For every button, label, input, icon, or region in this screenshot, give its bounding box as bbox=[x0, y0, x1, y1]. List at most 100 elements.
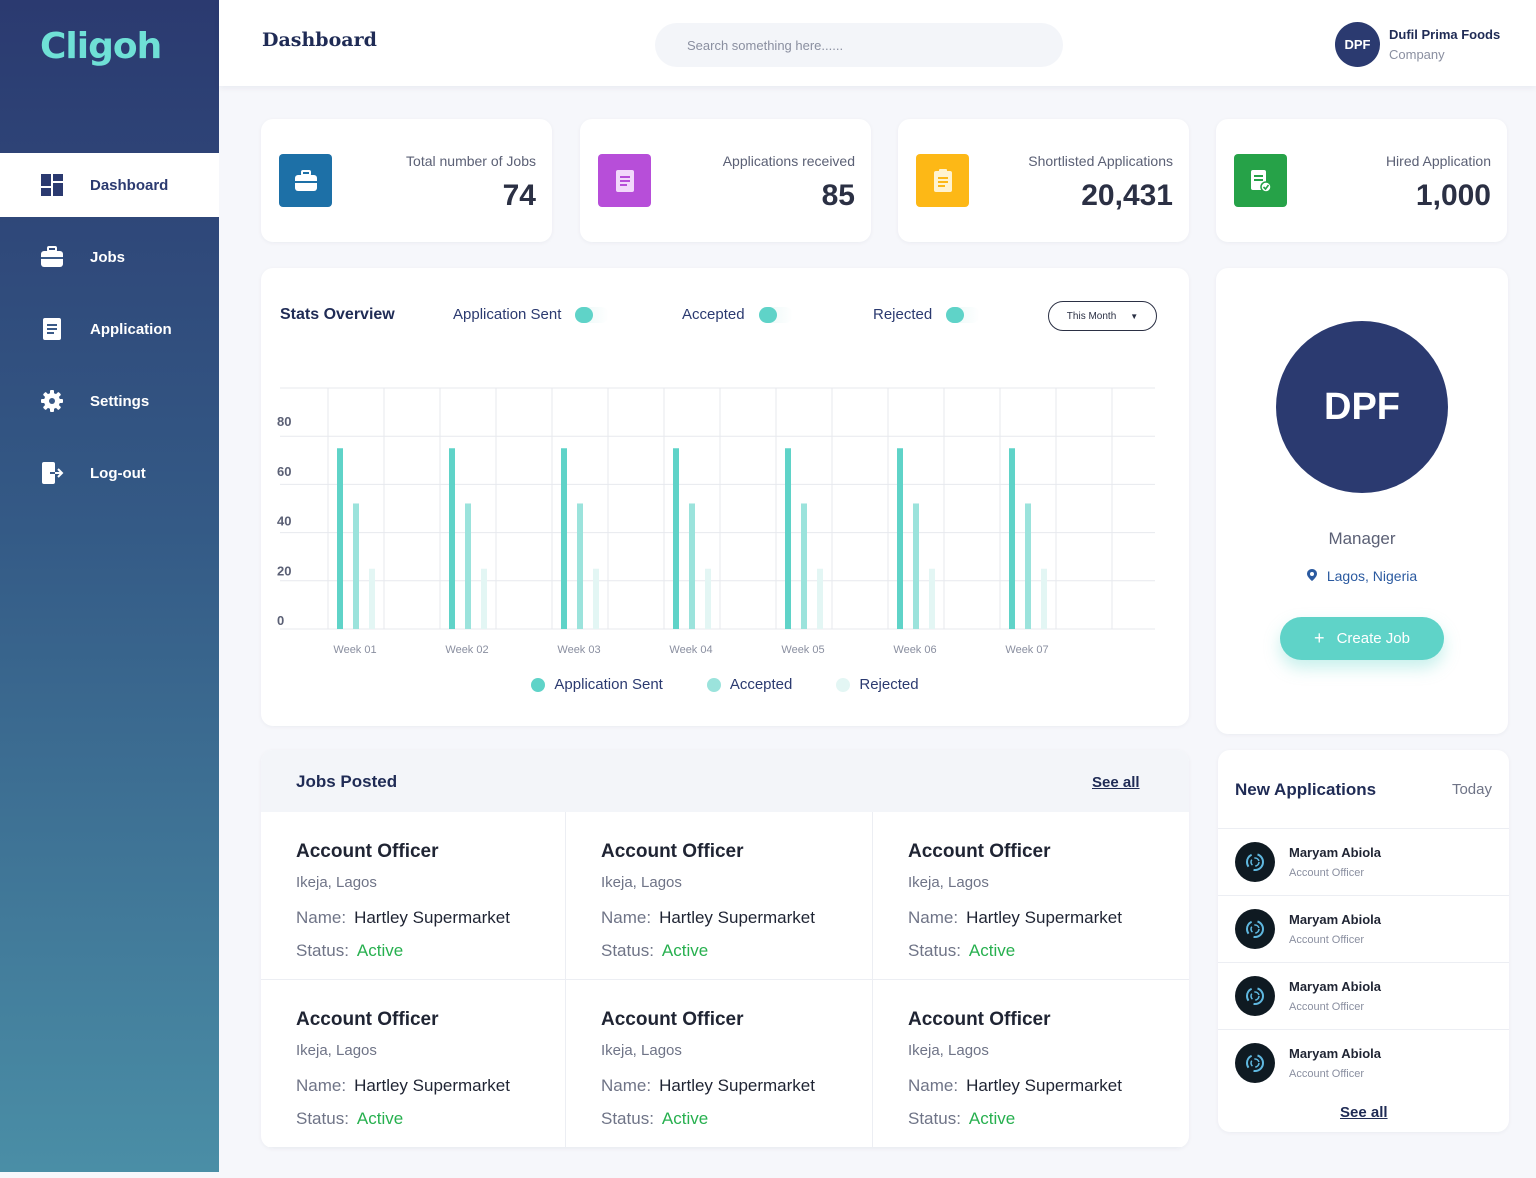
sidebar-nav: Dashboard Jobs Application Settings Log-… bbox=[0, 153, 219, 513]
application-row[interactable]: Maryam Abiola Account Officer bbox=[1218, 895, 1509, 962]
create-job-button[interactable]: + Create Job bbox=[1280, 617, 1444, 660]
bar-rejected bbox=[1041, 568, 1047, 629]
location-text: Lagos, Nigeria bbox=[1326, 568, 1418, 584]
status-badge: Active bbox=[356, 941, 404, 960]
job-card[interactable]: Account Officer Ikeja, Lagos Name: Hartley … bbox=[873, 812, 1189, 980]
application-row[interactable]: Maryam Abiola Account Officer bbox=[1218, 962, 1509, 1029]
period-dropdown[interactable]: This Month ▼ bbox=[1048, 301, 1157, 331]
job-title: Account Officer bbox=[601, 1009, 744, 1030]
x-tick-label: Week 06 bbox=[893, 644, 936, 656]
avatar bbox=[1235, 842, 1275, 882]
stat-card-total-jobs: Total number of Jobs 74 bbox=[261, 119, 552, 242]
bar-application-sent bbox=[1009, 448, 1015, 629]
toggle-switch[interactable] bbox=[575, 306, 610, 323]
bar-application-sent bbox=[561, 448, 567, 629]
job-card[interactable]: Account Officer Ikeja, Lagos Name: Hartley … bbox=[566, 980, 873, 1148]
applicant-name: Maryam Abiola bbox=[1289, 979, 1381, 994]
status-badge: Active bbox=[661, 941, 709, 960]
period-dropdown-label: This Month bbox=[1066, 310, 1117, 322]
stats-overview-title: Stats Overview bbox=[280, 306, 395, 323]
dashboard-icon bbox=[40, 173, 64, 197]
jobs-see-all-link[interactable]: See all bbox=[1092, 774, 1140, 791]
bar-application-sent bbox=[673, 448, 679, 629]
job-card[interactable]: Account Officer Ikeja, Lagos Name: Hartley … bbox=[261, 980, 566, 1148]
page-title: Dashboard bbox=[262, 29, 377, 51]
job-company: Hartley Supermarket bbox=[354, 908, 510, 927]
search-input[interactable] bbox=[655, 23, 1063, 67]
job-company: Hartley Supermarket bbox=[966, 1076, 1122, 1095]
bar-accepted bbox=[465, 503, 471, 629]
bar-application-sent bbox=[785, 448, 791, 629]
applicant-name: Maryam Abiola bbox=[1289, 1046, 1381, 1061]
application-row[interactable]: Maryam Abiola Account Officer bbox=[1218, 828, 1509, 895]
bar-accepted bbox=[353, 503, 359, 629]
job-company: Hartley Supermarket bbox=[659, 1076, 815, 1095]
stats-bar-chart: 0 20 40 60 80 Week 01 Week 02 Week 03 Week 04 Wee… bbox=[277, 387, 1155, 656]
bar-application-sent bbox=[897, 448, 903, 629]
y-tick-label: 40 bbox=[277, 514, 291, 529]
document-icon bbox=[40, 317, 64, 341]
stat-label: Shortlisted Applications bbox=[1028, 153, 1173, 169]
job-status-label: Status: bbox=[908, 941, 961, 960]
bar-accepted bbox=[689, 503, 695, 629]
job-location: Ikeja, Lagos bbox=[601, 1042, 682, 1059]
toggle-accepted[interactable]: Accepted bbox=[682, 306, 793, 323]
job-company: Hartley Supermarket bbox=[354, 1076, 510, 1095]
y-tick-label: 60 bbox=[277, 464, 291, 479]
job-location: Ikeja, Lagos bbox=[296, 874, 377, 891]
bar-rejected bbox=[481, 568, 487, 629]
bar-accepted bbox=[801, 503, 807, 629]
application-row[interactable]: Maryam Abiola Account Officer bbox=[1218, 1029, 1509, 1096]
toggle-label: Rejected bbox=[873, 306, 933, 323]
sidebar-item-jobs[interactable]: Jobs bbox=[0, 225, 219, 289]
stat-label: Hired Application bbox=[1385, 153, 1491, 169]
sidebar-item-application[interactable]: Application bbox=[0, 297, 219, 361]
x-tick-label: Week 04 bbox=[669, 644, 712, 656]
sidebar-item-settings[interactable]: Settings bbox=[0, 369, 219, 433]
legend-item-application-sent: Application Sent bbox=[531, 676, 663, 693]
job-name-label: Name: bbox=[601, 908, 652, 927]
job-card[interactable]: Account Officer Ikeja, Lagos Name: Hartley … bbox=[261, 812, 566, 980]
toggle-switch[interactable] bbox=[758, 306, 793, 323]
job-company: Hartley Supermarket bbox=[966, 908, 1122, 927]
avatar bbox=[1235, 976, 1275, 1016]
document-icon bbox=[598, 154, 651, 207]
logo[interactable]: Cligoh bbox=[40, 22, 162, 70]
sidebar-item-label: Dashboard bbox=[90, 176, 169, 194]
new-applications-title: New Applications bbox=[1235, 780, 1377, 799]
status-badge: Active bbox=[968, 941, 1016, 960]
manager-card: DPF Manager Lagos, Nigeria + Create Job bbox=[1216, 268, 1508, 734]
job-card[interactable]: Account Officer Ikeja, Lagos Name: Hartley … bbox=[873, 980, 1189, 1148]
status-badge: Active bbox=[968, 1109, 1016, 1128]
jobs-posted-card: Jobs Posted See all Account Officer Ikeja… bbox=[261, 750, 1189, 1148]
job-name-label: Name: bbox=[296, 1076, 347, 1095]
job-title: Account Officer bbox=[601, 841, 744, 862]
bar-rejected bbox=[593, 568, 599, 629]
toggle-switch[interactable] bbox=[946, 306, 981, 323]
sidebar-item-logout[interactable]: Log-out bbox=[0, 441, 219, 505]
create-job-label: Create Job bbox=[1336, 630, 1410, 647]
top-header: Dashboard DPF Dufil Prima Foods Company bbox=[219, 0, 1536, 86]
job-title: Account Officer bbox=[296, 1009, 439, 1030]
chevron-down-icon: ▼ bbox=[1130, 311, 1139, 321]
legend-swatch bbox=[531, 677, 546, 692]
applications-see-all-link[interactable]: See all bbox=[1340, 1104, 1388, 1121]
sidebar-item-label: Log-out bbox=[90, 464, 146, 482]
legend-label: Accepted bbox=[729, 676, 793, 693]
bar-accepted bbox=[1025, 503, 1031, 629]
stat-label: Total number of Jobs bbox=[406, 153, 536, 169]
job-name-label: Name: bbox=[908, 908, 959, 927]
sidebar-item-label: Settings bbox=[90, 392, 150, 410]
toggle-rejected[interactable]: Rejected bbox=[873, 306, 981, 323]
sidebar-item-dashboard[interactable]: Dashboard bbox=[0, 153, 219, 217]
job-name-label: Name: bbox=[908, 1076, 959, 1095]
x-tick-label: Week 07 bbox=[1005, 644, 1048, 656]
job-location: Ikeja, Lagos bbox=[296, 1042, 377, 1059]
avatar: DPF bbox=[1335, 22, 1380, 67]
toggle-application-sent[interactable]: Application Sent bbox=[453, 306, 610, 323]
job-card[interactable]: Account Officer Ikeja, Lagos Name: Hartley … bbox=[566, 812, 873, 980]
sidebar: Cligoh Dashboard Jobs Application Settin… bbox=[0, 0, 219, 1172]
profile-menu[interactable]: DPF Dufil Prima Foods Company bbox=[1335, 22, 1500, 67]
sidebar-item-label: Application bbox=[90, 320, 172, 338]
legend-swatch bbox=[836, 677, 851, 692]
